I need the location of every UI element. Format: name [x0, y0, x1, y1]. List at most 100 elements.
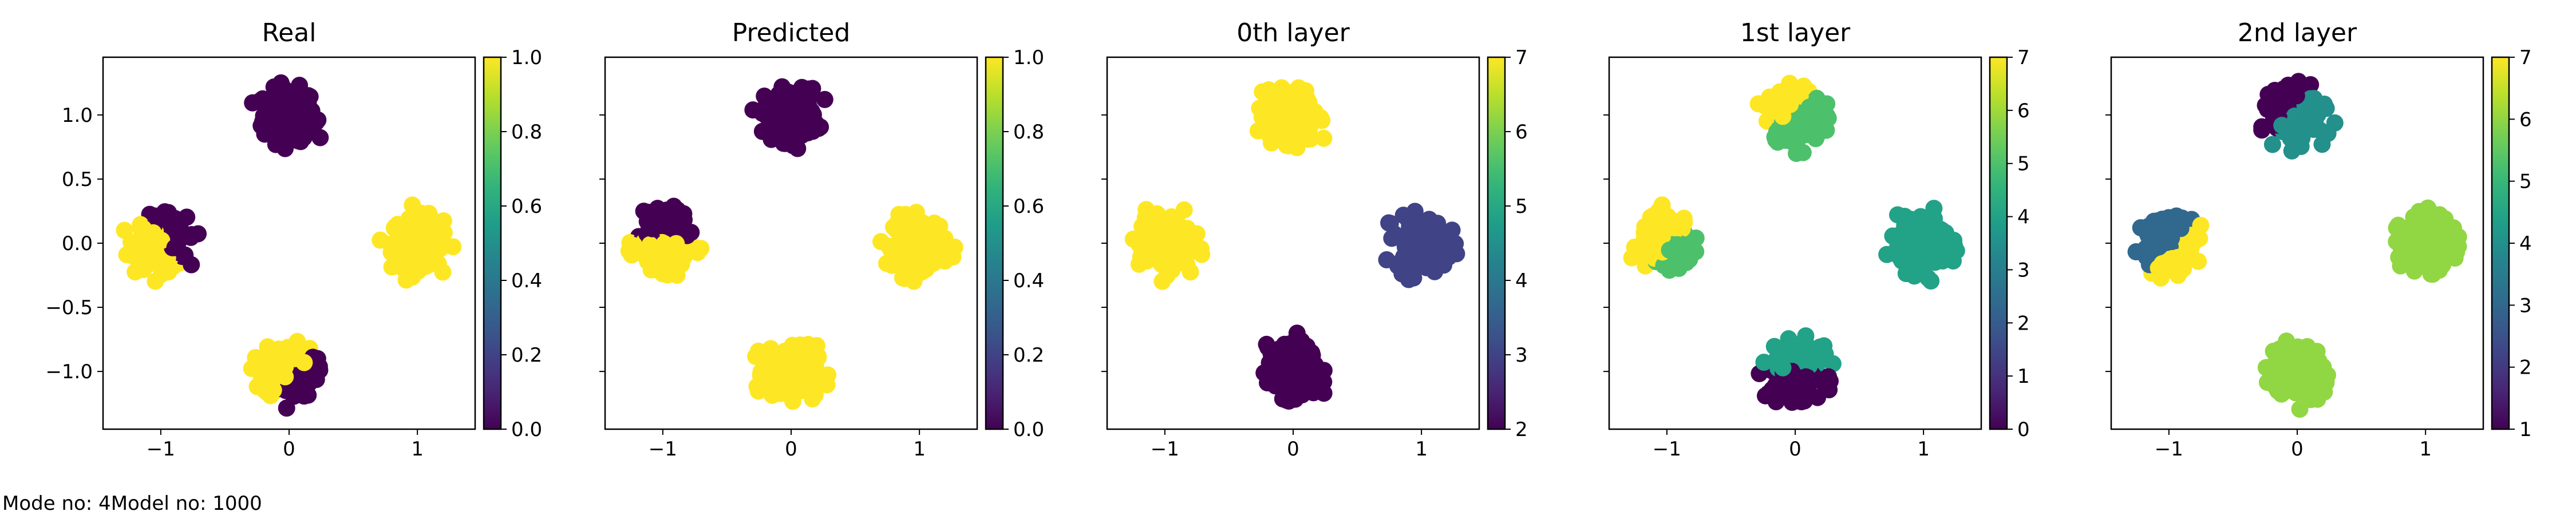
- point-c4: [1273, 348, 1290, 366]
- y-tick-label: 0.0: [62, 232, 93, 255]
- colorbar-tick-label: 5: [2519, 171, 2532, 193]
- point-c3: [1676, 213, 1693, 231]
- point-c4: [2274, 366, 2292, 383]
- colorbar-tick-label: 4: [2519, 232, 2532, 255]
- colorbar-tick-label: 6: [2017, 100, 2030, 122]
- colorbar-tick-label: 3: [2017, 259, 2030, 282]
- panel-title: 0th layer: [1236, 18, 1350, 47]
- scatter-points: [1124, 79, 1465, 410]
- x-tick-label: 1: [913, 438, 926, 461]
- point-c1: [1781, 74, 1799, 92]
- colorbar-tick-label: 2: [2017, 312, 2030, 335]
- point-c3: [2150, 225, 2168, 243]
- point-c1: [1278, 83, 1296, 101]
- point-c4: [1774, 359, 1792, 377]
- point-c1: [1749, 95, 1767, 113]
- scatter-points: [2127, 73, 2467, 418]
- point-c3: [1669, 255, 1686, 272]
- point-c3: [2169, 267, 2187, 284]
- point-c4: [1773, 375, 1791, 393]
- point-c2: [896, 205, 914, 223]
- point-c3: [623, 246, 641, 264]
- point-c3: [638, 213, 656, 231]
- colorbar-tick-label: 7: [2017, 46, 2030, 69]
- point-c1: [2273, 117, 2291, 134]
- point-c4: [761, 381, 779, 398]
- colorbar-tick-label: 0.0: [1013, 418, 1044, 441]
- colorbar-tick-label: 4: [2017, 206, 2030, 229]
- point-c1: [787, 132, 804, 150]
- colorbar-tick-label: 7: [1515, 46, 1528, 69]
- colorbar-tick-label: 0.4: [511, 270, 542, 292]
- point-c2: [1934, 252, 1951, 270]
- y-tick-label: −1.0: [45, 360, 93, 383]
- point-c4: [2296, 348, 2313, 366]
- point-c3: [160, 263, 177, 281]
- x-tick-label: 1: [1917, 438, 1930, 461]
- point-c4: [276, 368, 294, 386]
- point-c3: [1144, 219, 1161, 236]
- colorbar: [483, 56, 502, 430]
- y-tick-label: 1.0: [62, 104, 93, 127]
- x-tick-label: 0: [2291, 438, 2304, 461]
- point-c1: [802, 85, 820, 103]
- point-c2: [1426, 263, 1444, 280]
- point-c4: [1797, 327, 1815, 345]
- colorbar: [1989, 56, 2008, 430]
- x-tick-label: 0: [1287, 438, 1299, 461]
- colorbar-tick-label: 2: [2519, 356, 2532, 379]
- point-c4: [1797, 348, 1815, 366]
- point-c2: [1919, 269, 1937, 287]
- point-c3: [648, 201, 666, 219]
- point-c4: [809, 364, 827, 382]
- point-c2: [1893, 252, 1911, 270]
- colorbar-tick-label: 0.8: [1013, 121, 1044, 144]
- point-c1: [744, 101, 762, 119]
- colorbar-tick-label: 1.0: [1013, 46, 1044, 69]
- model-number: Model no: 1000: [110, 492, 262, 515]
- point-c4: [1281, 367, 1298, 385]
- point-c3: [144, 224, 162, 241]
- point-c1: [780, 112, 797, 130]
- point-c4: [1755, 354, 1773, 371]
- point-c1: [2259, 86, 2277, 104]
- point-c2: [420, 256, 438, 274]
- point-c1: [311, 129, 329, 146]
- y-tick-label: −0.5: [45, 296, 93, 319]
- colorbar-tick-label: 1: [2519, 418, 2532, 441]
- point-c1: [1784, 131, 1801, 149]
- point-c1: [2287, 123, 2305, 141]
- point-c1: [1818, 95, 1836, 113]
- point-c4: [792, 344, 810, 362]
- scatter-points: [116, 74, 462, 417]
- x-tick-label: 1: [1415, 438, 1428, 461]
- mode-number: Mode no: 4: [2, 492, 111, 515]
- colorbar-tick-label: 1: [2017, 365, 2030, 388]
- x-tick-label: 0: [785, 438, 797, 461]
- x-tick-label: −1: [1653, 438, 1681, 461]
- x-tick-label: 0: [1789, 438, 1801, 461]
- point-c4: [1756, 387, 1774, 405]
- point-c3: [125, 239, 143, 256]
- point-c3: [642, 261, 660, 279]
- point-c3: [178, 208, 196, 226]
- point-c3: [1193, 245, 1211, 263]
- panel-4: 1st layer −1 0 1 0 1 2 3 4 5 6 7: [1603, 18, 2030, 461]
- point-c1: [1818, 107, 1836, 125]
- point-c3: [1153, 272, 1171, 290]
- point-c4: [1303, 344, 1321, 362]
- colorbar-tick-label: 0.2: [1013, 344, 1044, 367]
- point-c1: [267, 136, 285, 153]
- point-c4: [1822, 373, 1839, 390]
- point-c4: [781, 374, 799, 392]
- point-c1: [1264, 89, 1282, 107]
- colorbar-tick-label: 0.2: [511, 344, 542, 367]
- point-c1: [2290, 73, 2308, 90]
- colorbar-tick-label: 7: [2519, 46, 2532, 69]
- point-c3: [665, 256, 683, 274]
- colorbar-tick-label: 1.0: [511, 46, 542, 69]
- panel-title: 1st layer: [1740, 18, 1851, 47]
- point-c2: [2444, 219, 2462, 237]
- panel-1: Real −1 0 1 1.0 0.5 0.0 −0.5 −1.0 0.0 0.2 0.4 0.6 0.8…: [45, 18, 542, 461]
- colorbar-tick-label: 6: [1515, 121, 1528, 144]
